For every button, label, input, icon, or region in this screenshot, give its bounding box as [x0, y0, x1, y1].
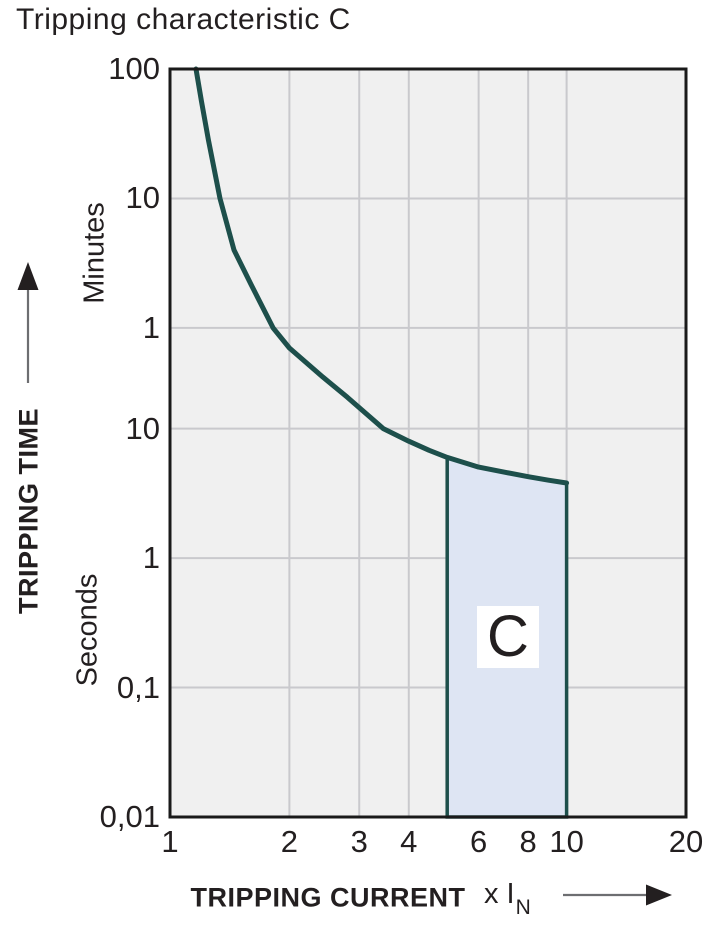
y-tick-label: 1: [142, 309, 160, 345]
y-axis-unit-minutes: Minutes: [78, 202, 111, 304]
chart-title: Tripping characteristic C: [16, 3, 351, 36]
y-axis-unit-seconds: Seconds: [71, 573, 104, 687]
x-tick-label: 20: [668, 824, 704, 859]
y-tick-label: 10: [125, 180, 160, 216]
tripping-curve: [193, 66, 570, 486]
y-tick-label: 1: [142, 540, 160, 576]
y-tick-label: 10: [125, 410, 160, 446]
x-tick-label: 8: [519, 824, 537, 859]
tripping-current-arrowhead-icon: [646, 884, 672, 906]
tripping-time-arrowhead-icon: [17, 262, 39, 290]
x-tick-label: 4: [400, 824, 418, 859]
y-axis-title: TRIPPING TIME: [13, 407, 44, 615]
x-tick-label: 2: [280, 824, 299, 859]
tripping-time-arrow: [17, 262, 39, 383]
x-axis-multiplier: x IN: [484, 878, 531, 919]
tripping-current-arrow: [563, 884, 672, 906]
region-label-c: C: [477, 606, 539, 668]
y-tick-label: 0,1: [116, 669, 160, 705]
x-axis-multiplier-subscript: N: [515, 895, 531, 919]
x-tick-label: 3: [350, 824, 368, 859]
x-axis-multiplier-text: x I: [484, 878, 515, 910]
y-tick-label: 0,01: [99, 799, 160, 834]
x-tick-label: 6: [469, 824, 488, 859]
x-axis-title: TRIPPING CURRENT: [190, 882, 466, 913]
y-tick-label: 100: [108, 51, 160, 86]
plot-background: [170, 69, 686, 817]
x-tick-label: 1: [161, 824, 179, 859]
x-tick-label: 10: [549, 824, 584, 859]
plot-frame: [168, 67, 688, 819]
